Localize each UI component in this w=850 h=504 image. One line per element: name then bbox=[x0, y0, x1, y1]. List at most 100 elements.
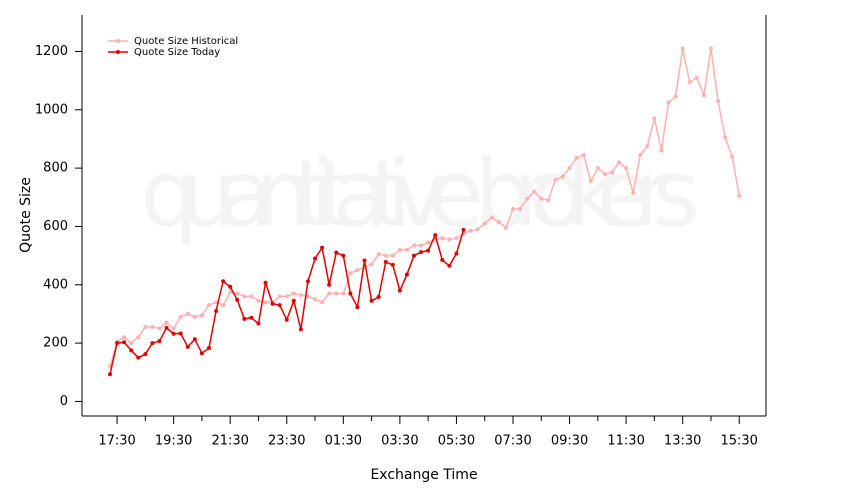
point bbox=[327, 291, 332, 296]
point bbox=[553, 177, 558, 182]
point bbox=[284, 317, 289, 322]
point bbox=[228, 284, 233, 289]
point bbox=[723, 135, 728, 140]
point bbox=[652, 116, 657, 121]
point bbox=[341, 253, 346, 258]
point bbox=[157, 326, 162, 331]
point bbox=[355, 305, 360, 310]
point bbox=[192, 337, 197, 342]
point bbox=[539, 196, 544, 201]
point bbox=[489, 215, 494, 220]
point bbox=[150, 325, 155, 330]
point bbox=[638, 152, 643, 157]
point bbox=[454, 251, 459, 256]
x-tick-label: 11:30 bbox=[607, 434, 644, 449]
point bbox=[404, 272, 409, 277]
point bbox=[348, 291, 353, 296]
point bbox=[228, 290, 233, 295]
point bbox=[136, 335, 141, 340]
point bbox=[171, 326, 176, 331]
point bbox=[115, 341, 120, 346]
point bbox=[510, 206, 515, 211]
point bbox=[214, 309, 219, 314]
point bbox=[164, 320, 169, 325]
point bbox=[143, 352, 148, 357]
point bbox=[291, 291, 296, 296]
x-tick-label: 15:30 bbox=[720, 434, 757, 449]
point bbox=[305, 279, 310, 284]
point bbox=[694, 75, 699, 80]
point bbox=[419, 243, 424, 248]
point bbox=[277, 303, 282, 308]
point bbox=[687, 80, 692, 85]
series-line bbox=[109, 229, 465, 375]
point bbox=[206, 303, 211, 308]
point bbox=[256, 298, 261, 303]
y-tick-label: 1000 bbox=[35, 102, 68, 117]
point bbox=[369, 262, 374, 267]
point bbox=[235, 291, 240, 296]
x-tick-label: 03:30 bbox=[381, 434, 418, 449]
point bbox=[157, 339, 162, 344]
point bbox=[171, 331, 176, 336]
point bbox=[383, 253, 388, 258]
point bbox=[737, 193, 742, 198]
point bbox=[440, 257, 445, 262]
point bbox=[277, 294, 282, 299]
point bbox=[433, 233, 438, 238]
point bbox=[673, 94, 678, 99]
point bbox=[503, 225, 508, 230]
point bbox=[305, 294, 310, 299]
point bbox=[468, 228, 473, 233]
watermark: quantitative brokers bbox=[140, 140, 700, 247]
point bbox=[532, 189, 537, 194]
point bbox=[355, 268, 360, 273]
y-tick-label: 1200 bbox=[35, 44, 68, 59]
point bbox=[298, 327, 303, 332]
point bbox=[235, 297, 240, 302]
point bbox=[376, 252, 381, 257]
point bbox=[617, 160, 622, 165]
point bbox=[426, 240, 431, 245]
point bbox=[404, 247, 409, 252]
y-axis-label: Quote Size bbox=[18, 177, 34, 253]
point bbox=[291, 298, 296, 303]
point bbox=[369, 298, 374, 303]
point bbox=[588, 179, 593, 184]
point bbox=[313, 297, 318, 302]
point bbox=[397, 247, 402, 252]
point bbox=[440, 236, 445, 241]
y-tick-label: 600 bbox=[43, 219, 68, 234]
point bbox=[574, 155, 579, 160]
point bbox=[164, 325, 169, 330]
point bbox=[334, 291, 339, 296]
point bbox=[624, 166, 629, 171]
point bbox=[482, 221, 487, 226]
point bbox=[666, 100, 671, 105]
point bbox=[263, 300, 268, 305]
point bbox=[390, 253, 395, 258]
point bbox=[412, 243, 417, 248]
point bbox=[143, 325, 148, 330]
point bbox=[221, 279, 226, 284]
point bbox=[659, 148, 664, 153]
x-tick-label: 07:30 bbox=[494, 434, 531, 449]
point bbox=[419, 250, 424, 255]
point bbox=[122, 340, 127, 345]
point bbox=[327, 282, 332, 287]
point bbox=[341, 291, 346, 296]
point bbox=[390, 262, 395, 267]
point bbox=[242, 316, 247, 321]
point bbox=[206, 346, 211, 351]
x-tick-label: 01:30 bbox=[325, 434, 362, 449]
point bbox=[270, 301, 275, 306]
y-tick-label: 800 bbox=[43, 161, 68, 176]
legend-label: Quote Size Historical bbox=[134, 36, 238, 47]
x-tick-label: 05:30 bbox=[438, 434, 475, 449]
point bbox=[546, 198, 551, 203]
point bbox=[320, 300, 325, 305]
x-tick-label: 19:30 bbox=[155, 434, 192, 449]
legend-marker bbox=[116, 50, 120, 54]
x-tick-label: 09:30 bbox=[551, 434, 588, 449]
